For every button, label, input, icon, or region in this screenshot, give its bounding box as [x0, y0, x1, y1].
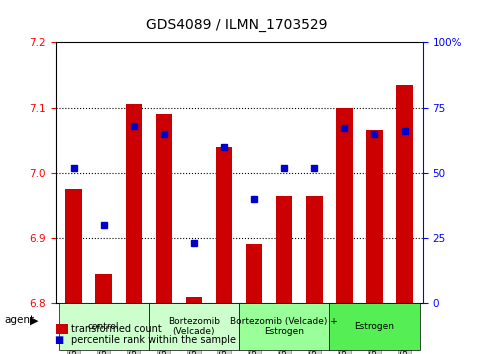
- Text: ▶: ▶: [30, 315, 39, 325]
- Bar: [216, 147, 232, 303]
- Text: Estrogen: Estrogen: [355, 322, 395, 331]
- Bar: [336, 108, 353, 303]
- FancyBboxPatch shape: [149, 303, 239, 350]
- Text: control: control: [88, 322, 119, 331]
- Bar: [185, 297, 202, 303]
- Bar: [126, 104, 142, 303]
- Text: agent: agent: [5, 315, 35, 325]
- Text: Bortezomib
(Velcade): Bortezomib (Velcade): [168, 317, 220, 336]
- Bar: [65, 189, 82, 303]
- Bar: [96, 274, 112, 303]
- Text: transformed count: transformed count: [71, 324, 162, 333]
- Bar: [396, 85, 413, 303]
- FancyBboxPatch shape: [58, 303, 149, 350]
- FancyBboxPatch shape: [239, 303, 329, 350]
- FancyBboxPatch shape: [329, 303, 420, 350]
- Text: GDS4089 / ILMN_1703529: GDS4089 / ILMN_1703529: [146, 18, 327, 32]
- Bar: [306, 195, 323, 303]
- Bar: [246, 245, 262, 303]
- Text: percentile rank within the sample: percentile rank within the sample: [71, 335, 237, 345]
- Bar: [276, 195, 293, 303]
- Bar: [156, 114, 172, 303]
- Text: ■: ■: [54, 335, 64, 345]
- Text: Bortezomib (Velcade) +
Estrogen: Bortezomib (Velcade) + Estrogen: [230, 317, 338, 336]
- Bar: [366, 130, 383, 303]
